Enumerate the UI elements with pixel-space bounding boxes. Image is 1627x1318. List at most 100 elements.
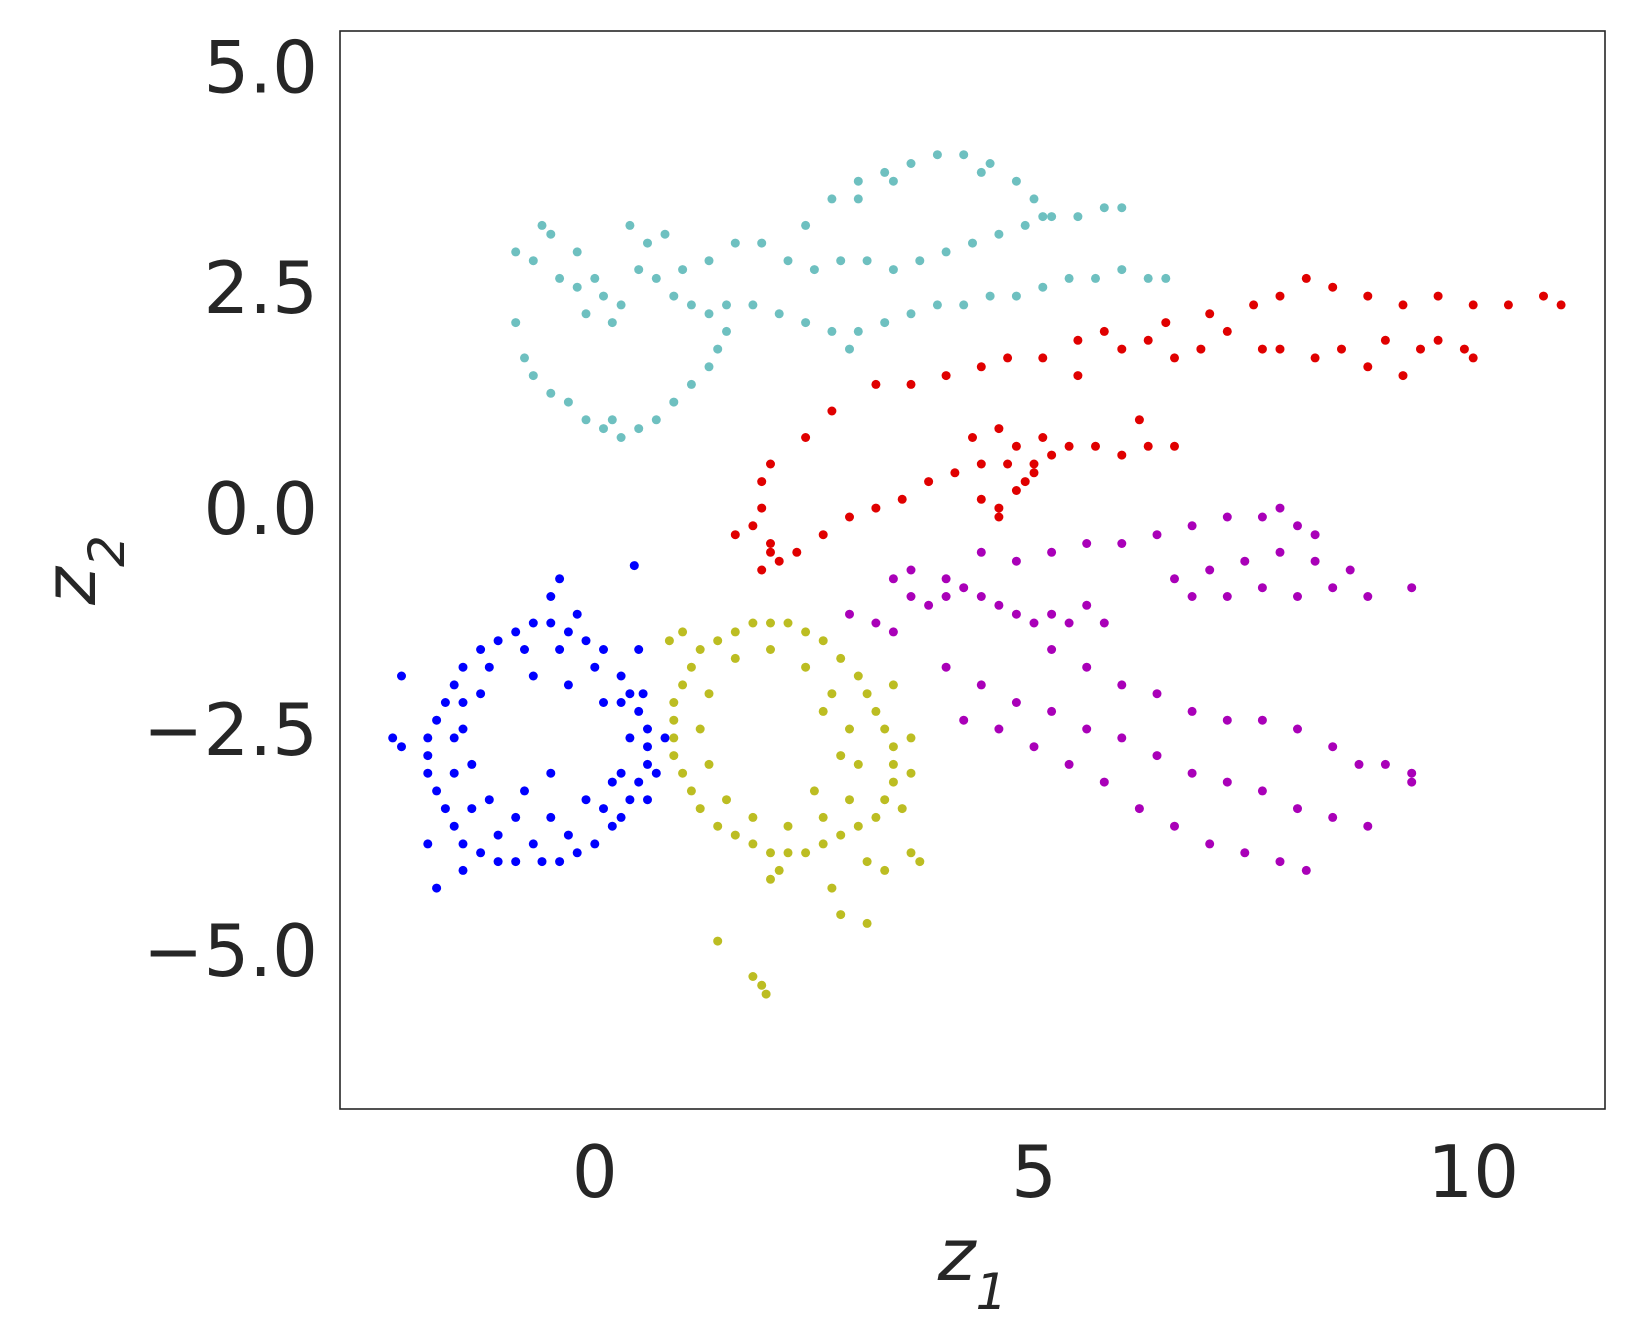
data-point-series-1 (625, 689, 635, 699)
data-point-series-1 (607, 777, 617, 787)
data-point-series-1 (563, 680, 573, 690)
data-point-series-1 (563, 830, 573, 840)
data-point-series-5 (774, 309, 784, 319)
data-point-series-5 (827, 194, 837, 204)
data-point-series-3 (897, 494, 907, 504)
data-point-series-5 (880, 318, 890, 328)
data-point-series-3 (924, 477, 934, 487)
data-point-series-5 (1064, 273, 1074, 283)
y-axis-label-subscript: 2 (78, 535, 136, 567)
data-point-series-4 (941, 662, 951, 672)
data-point-series-2 (853, 759, 863, 769)
data-point-series-4 (1407, 777, 1417, 787)
data-point-series-4 (941, 574, 951, 584)
data-point-series-1 (599, 804, 608, 814)
data-point-series-4 (1354, 759, 1364, 769)
data-point-series-5 (1011, 291, 1021, 301)
data-point-series-5 (722, 300, 731, 310)
data-point-series-4 (1363, 821, 1373, 831)
data-point-series-3 (1011, 486, 1021, 495)
data-point-series-5 (643, 238, 652, 248)
data-point-series-4 (1205, 839, 1215, 849)
data-point-series-2 (862, 918, 872, 928)
data-point-series-1 (616, 812, 626, 822)
data-point-series-3 (1011, 441, 1021, 451)
data-point-series-3 (941, 371, 951, 381)
data-point-series-5 (520, 353, 529, 363)
data-point-series-3 (845, 512, 854, 522)
data-point-series-5 (616, 300, 626, 310)
data-point-series-5 (572, 282, 582, 292)
data-point-series-1 (467, 759, 477, 769)
data-point-series-4 (1152, 689, 1162, 699)
data-point-series-3 (1170, 353, 1179, 363)
data-point-series-3 (1503, 300, 1513, 310)
data-point-series-5 (845, 344, 854, 354)
data-point-series-5 (528, 371, 538, 381)
y-axis-ticks: 5.0 2.5 0.0 −2.5 −5.0 (143, 25, 318, 993)
x-axis-label-subscript: 1 (975, 1263, 1007, 1318)
data-point-series-4 (1011, 609, 1021, 619)
data-point-series-5 (836, 256, 846, 266)
data-point-series-5 (599, 291, 608, 301)
x-axis-ticks: 0 5 10 (572, 1130, 1519, 1214)
data-point-series-4 (994, 724, 1004, 734)
x-axis-label: z1 (937, 1213, 1008, 1318)
data-point-series-1 (625, 795, 635, 805)
data-point-series-3 (1170, 441, 1179, 451)
data-point-series-3 (766, 539, 775, 548)
data-point-series-4 (924, 600, 934, 610)
data-point-series-3 (1416, 344, 1425, 354)
data-point-series-3 (1029, 468, 1039, 478)
data-point-series-3 (1301, 273, 1311, 283)
data-point-series-1 (634, 706, 644, 716)
data-point-series-5 (959, 300, 969, 310)
data-point-series-3 (1222, 326, 1232, 336)
data-point-series-5 (985, 291, 995, 301)
data-point-series-5 (1073, 212, 1083, 222)
data-point-series-3 (976, 362, 986, 372)
data-point-series-2 (862, 857, 872, 867)
data-point-series-2 (880, 724, 890, 734)
data-point-series-4 (1064, 759, 1074, 769)
data-point-series-1 (511, 812, 521, 822)
data-point-series-5 (713, 344, 723, 354)
data-point-series-4 (1047, 609, 1057, 619)
data-point-series-3 (968, 433, 977, 442)
data-point-series-2 (686, 786, 696, 796)
data-point-series-2 (678, 627, 688, 637)
data-point-series-2 (845, 795, 854, 805)
data-point-series-5 (625, 220, 635, 230)
data-point-series-3 (774, 556, 784, 566)
data-point-series-4 (1117, 539, 1127, 548)
data-point-series-4 (1275, 503, 1285, 513)
data-point-series-5 (959, 150, 969, 160)
data-point-series-5 (1099, 203, 1109, 213)
data-point-series-5 (853, 176, 863, 186)
data-point-series-3 (1205, 309, 1215, 319)
data-point-series-2 (818, 839, 828, 849)
data-point-series-3 (871, 379, 881, 389)
data-point-series-4 (888, 627, 898, 637)
data-point-series-2 (730, 627, 740, 637)
data-point-series-1 (440, 698, 450, 707)
data-point-series-4 (1170, 574, 1179, 584)
data-point-series-5 (607, 318, 617, 328)
data-point-series-2 (757, 980, 767, 990)
data-point-series-5 (678, 265, 688, 275)
data-point-series-3 (1091, 441, 1100, 451)
data-point-series-5 (651, 273, 661, 283)
data-point-series-1 (634, 645, 644, 654)
data-point-series-5 (1047, 212, 1057, 222)
data-point-series-1 (616, 671, 626, 681)
data-point-series-4 (1011, 556, 1021, 566)
data-point-series-5 (563, 397, 573, 407)
data-point-series-1 (520, 645, 529, 654)
data-point-series-4 (1407, 768, 1417, 778)
data-point-series-5 (1143, 273, 1153, 283)
data-point-series-3 (1310, 353, 1320, 363)
data-point-series-1 (581, 636, 591, 646)
data-point-series-1 (599, 645, 608, 654)
data-point-series-1 (432, 715, 442, 725)
data-point-series-1 (493, 636, 503, 646)
